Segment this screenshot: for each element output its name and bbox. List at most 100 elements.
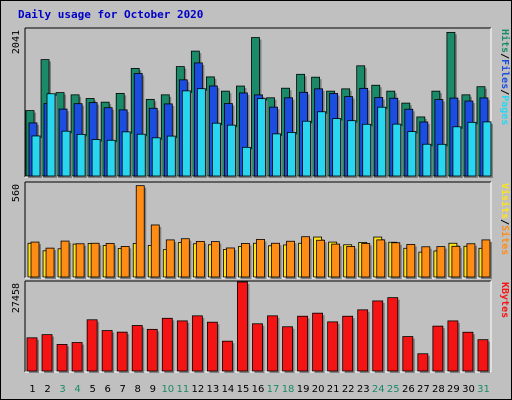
legend-hits-files-pages: Hits/Files/Pages	[499, 29, 511, 125]
bar-pages-day-10	[166, 135, 176, 177]
bar-sites-day-12	[195, 241, 205, 278]
day-label-5: 5	[89, 384, 95, 395]
legend-item-slash: /	[499, 219, 510, 225]
bar-sites-day-9	[150, 224, 160, 278]
bar-pages-day-24	[377, 106, 387, 177]
bar-sites-day-31	[481, 239, 491, 278]
bar-pages-day-26	[407, 131, 417, 177]
bar-kbytes-day-18	[282, 326, 293, 372]
bar-pages-day-23	[362, 123, 372, 177]
bar-pages-day-5	[91, 139, 101, 177]
bar-sites-day-21	[331, 243, 341, 278]
day-label-22: 22	[342, 384, 355, 395]
legend-item-visits: Visits	[499, 183, 511, 219]
bar-kbytes-day-22	[342, 315, 354, 372]
bar-kbytes-day-27	[417, 353, 429, 372]
bar-kbytes-day-25	[387, 297, 399, 372]
bar-pages-day-13	[211, 122, 221, 177]
bar-kbytes-day-16	[252, 323, 263, 372]
day-label-12: 12	[192, 384, 205, 395]
day-label-7: 7	[120, 384, 126, 395]
bar-sites-day-28	[436, 246, 446, 278]
bar-kbytes-day-19	[297, 315, 308, 372]
bar-pages-day-19	[302, 120, 311, 177]
bar-sites-day-14	[226, 247, 235, 278]
bar-kbytes-day-30	[462, 331, 474, 372]
bar-pages-day-25	[392, 123, 402, 177]
bar-kbytes-day-7	[116, 331, 128, 372]
bar-kbytes-day-21	[327, 321, 339, 372]
bar-sites-day-19	[301, 236, 310, 278]
chart-title: Daily usage for October 2020	[18, 8, 204, 21]
ymax-label-visits-sites: 560	[11, 184, 22, 202]
day-label-31: 31	[477, 384, 490, 395]
ymax-label-hits-files-pages: 2041	[11, 30, 22, 54]
day-label-18: 18	[282, 384, 295, 395]
bar-kbytes-day-8	[131, 325, 143, 372]
bar-sites-day-5	[90, 242, 100, 278]
bar-sites-day-20	[316, 239, 326, 278]
bar-sites-day-24	[376, 239, 386, 278]
day-label-20: 20	[312, 384, 325, 395]
bar-sites-day-30	[466, 243, 476, 278]
bar-kbytes-day-4	[71, 342, 83, 372]
bar-kbytes-day-2	[41, 334, 53, 372]
day-label-13: 13	[207, 384, 220, 395]
legend-visits-sites: Visits/Sites	[499, 183, 511, 255]
bar-pages-day-7	[121, 131, 131, 177]
bar-kbytes-day-1	[26, 337, 38, 372]
bar-pages-day-27	[422, 143, 432, 177]
bar-kbytes-day-14	[222, 340, 233, 372]
legend-item-files: Files	[499, 59, 511, 89]
bar-pages-day-31	[482, 121, 492, 177]
day-label-2: 2	[44, 384, 50, 395]
bar-kbytes-day-5	[86, 319, 98, 372]
bar-kbytes-day-17	[267, 315, 278, 372]
bar-pages-day-22	[347, 120, 357, 177]
bar-pages-day-18	[287, 132, 296, 177]
bar-sites-day-6	[105, 243, 115, 278]
bar-sites-day-15	[241, 243, 250, 278]
bar-kbytes-day-6	[101, 330, 113, 372]
bar-pages-day-2	[46, 93, 56, 177]
bar-sites-day-1	[30, 241, 40, 278]
legend-item-pages: Pages	[499, 95, 510, 125]
bar-kbytes-day-24	[372, 300, 384, 372]
bar-sites-day-26	[406, 244, 416, 278]
bar-kbytes-day-15	[237, 281, 248, 372]
bar-sites-day-16	[256, 238, 265, 278]
day-label-24: 24	[372, 384, 385, 395]
bar-sites-day-4	[75, 243, 85, 278]
bar-sites-day-10	[165, 239, 175, 278]
bar-pages-day-29	[452, 126, 462, 177]
bar-pages-day-16	[257, 98, 266, 177]
bar-pages-day-11	[181, 90, 191, 177]
bar-sites-day-23	[361, 243, 371, 278]
bar-pages-day-9	[151, 137, 161, 177]
day-label-10: 10	[161, 384, 174, 395]
day-label-6: 6	[104, 384, 110, 395]
bar-pages-day-8	[136, 133, 146, 177]
bar-pages-day-12	[196, 88, 206, 177]
bar-pages-day-30	[467, 121, 477, 177]
bar-kbytes-day-10	[161, 317, 173, 372]
bar-sites-day-7	[120, 246, 130, 278]
bar-kbytes-day-9	[146, 328, 158, 372]
legend-item-slash: /	[499, 89, 510, 95]
bar-pages-day-3	[61, 130, 71, 177]
day-label-8: 8	[135, 384, 141, 395]
bar-kbytes-day-31	[477, 339, 489, 372]
day-label-11: 11	[176, 384, 189, 395]
bar-sites-day-2	[45, 247, 55, 278]
bar-kbytes-day-11	[176, 320, 188, 372]
bar-pages-day-1	[31, 135, 41, 177]
day-label-1: 1	[29, 384, 35, 395]
day-label-15: 15	[237, 384, 250, 395]
bar-kbytes-day-13	[206, 321, 218, 372]
day-label-30: 30	[462, 384, 475, 395]
bar-pages-day-28	[437, 143, 447, 177]
bar-kbytes-day-26	[402, 336, 414, 372]
bar-sites-day-8	[135, 185, 145, 278]
ymax-label-kbytes: 27458	[11, 283, 22, 313]
